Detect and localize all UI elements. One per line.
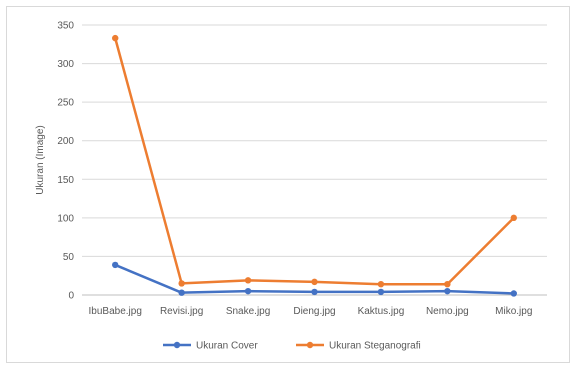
x-tick-label: Nemo.jpg bbox=[426, 306, 469, 317]
x-tick-label: Miko.jpg bbox=[495, 306, 532, 317]
x-tick-label: Snake.jpg bbox=[226, 306, 270, 317]
y-axis-ticks: 0 50 100 150 200 250 300 350 bbox=[57, 21, 74, 302]
legend-label: Ukuran Cover bbox=[196, 341, 258, 352]
legend-swatch-marker bbox=[306, 341, 314, 349]
series-2 bbox=[112, 34, 517, 288]
data-point bbox=[178, 280, 185, 287]
x-tick-label: Dieng.jpg bbox=[293, 306, 335, 317]
y-tick-label: 100 bbox=[57, 213, 74, 224]
data-point bbox=[112, 261, 119, 269]
y-tick-label: 150 bbox=[57, 175, 74, 186]
legend-swatch-marker bbox=[173, 341, 181, 349]
series-1 bbox=[112, 261, 517, 297]
data-point bbox=[377, 288, 385, 296]
data-point bbox=[311, 288, 318, 296]
legend-item: Ukuran Steganografi bbox=[296, 341, 421, 352]
chart-frame bbox=[6, 6, 570, 363]
x-tick-label: Revisi.jpg bbox=[160, 306, 203, 317]
data-point bbox=[178, 289, 185, 296]
x-axis-ticks: IbuBabe.jpg Revisi.jpg Snake.jpg Dieng.jpg K… bbox=[89, 306, 533, 317]
data-point bbox=[112, 34, 119, 42]
y-tick-label: 0 bbox=[68, 291, 74, 302]
series-group bbox=[112, 34, 517, 297]
data-point bbox=[510, 290, 517, 297]
y-tick-label: 200 bbox=[57, 136, 74, 147]
data-point bbox=[311, 278, 318, 286]
x-tick-label: IbuBabe.jpg bbox=[89, 306, 142, 317]
x-tick-label: Kaktus.jpg bbox=[358, 306, 405, 317]
y-tick-label: 300 bbox=[57, 59, 74, 70]
data-point bbox=[444, 281, 451, 288]
data-point bbox=[510, 214, 517, 222]
legend-label: Ukuran Steganografi bbox=[329, 341, 421, 352]
legend: Ukuran Cover Ukuran Steganografi bbox=[163, 341, 421, 352]
y-tick-label: 50 bbox=[63, 252, 75, 263]
series-line bbox=[114, 37, 515, 286]
gridlines bbox=[82, 24, 547, 296]
y-tick-label: 250 bbox=[57, 98, 74, 109]
data-point bbox=[377, 281, 385, 288]
legend-item: Ukuran Cover bbox=[163, 341, 258, 352]
data-point bbox=[244, 277, 252, 284]
y-axis-title: Ukuran (Image) bbox=[35, 125, 46, 194]
y-tick-label: 350 bbox=[57, 21, 74, 32]
data-point bbox=[444, 287, 451, 295]
data-point bbox=[244, 287, 252, 295]
